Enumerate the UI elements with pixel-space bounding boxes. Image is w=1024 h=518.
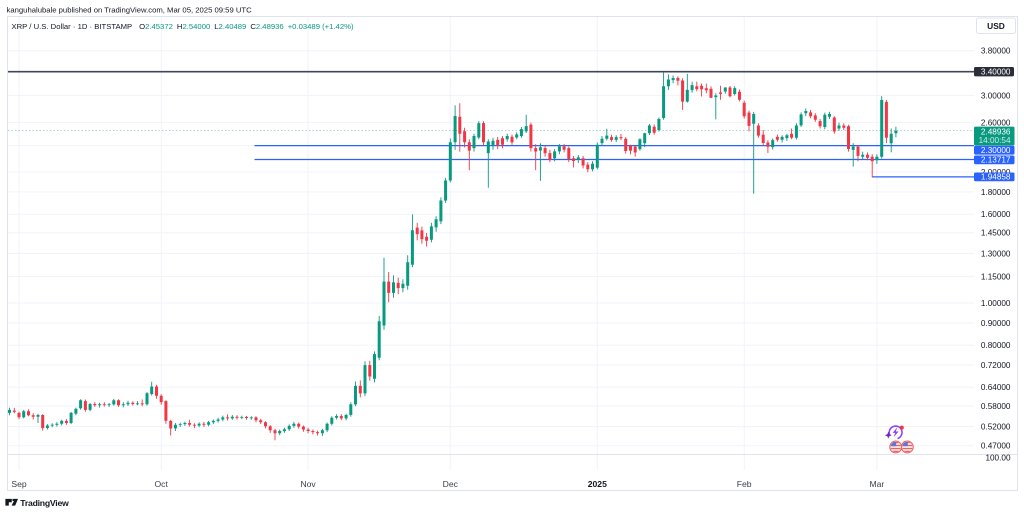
svg-text:1.45000: 1.45000	[981, 229, 1011, 238]
svg-text:Nov: Nov	[300, 479, 316, 489]
svg-text:1.94858: 1.94858	[981, 173, 1011, 182]
svg-text:Sep: Sep	[11, 479, 27, 489]
svg-text:0.90000: 0.90000	[981, 319, 1011, 328]
svg-text:TradingView: TradingView	[20, 498, 69, 508]
svg-text:14:00:54: 14:00:54	[979, 136, 1011, 145]
svg-text:3.80000: 3.80000	[981, 47, 1011, 56]
svg-text:1.60000: 1.60000	[981, 210, 1011, 219]
svg-text:2.60000: 2.60000	[981, 118, 1011, 127]
svg-text:1.00000: 1.00000	[981, 299, 1011, 308]
svg-text:2.13717: 2.13717	[981, 156, 1011, 165]
svg-text:3.40000: 3.40000	[981, 68, 1011, 77]
svg-text:2.48936: 2.48936	[981, 127, 1011, 136]
svg-text:USD: USD	[987, 21, 1005, 31]
svg-text:Dec: Dec	[443, 479, 459, 489]
svg-text:Feb: Feb	[737, 479, 752, 489]
svg-text:1.80000: 1.80000	[981, 188, 1011, 197]
svg-text:0.47000: 0.47000	[981, 442, 1011, 451]
svg-text:XRP / U.S. Dollar · 1D · BITST: XRP / U.S. Dollar · 1D · BITSTAMP O2.4537…	[12, 22, 354, 31]
svg-text:2025: 2025	[588, 479, 607, 489]
svg-text:1.15000: 1.15000	[981, 273, 1011, 282]
svg-text:2.30000: 2.30000	[981, 146, 1011, 155]
svg-text:Oct: Oct	[155, 479, 169, 489]
svg-text:2.00000: 2.00000	[981, 168, 1011, 177]
svg-text:100.00: 100.00	[985, 454, 1010, 463]
svg-text:1.30000: 1.30000	[981, 249, 1011, 258]
svg-text:3.00000: 3.00000	[981, 91, 1011, 100]
svg-text:0.64000: 0.64000	[981, 383, 1011, 392]
svg-text:0.80000: 0.80000	[981, 341, 1011, 350]
svg-text:Mar: Mar	[869, 479, 884, 489]
svg-text:0.58000: 0.58000	[981, 402, 1011, 411]
svg-text:0.52000: 0.52000	[981, 423, 1011, 432]
svg-text:kanguhalubale published on Tra: kanguhalubale published on TradingView.c…	[7, 6, 253, 15]
svg-text:0.72000: 0.72000	[981, 361, 1011, 370]
